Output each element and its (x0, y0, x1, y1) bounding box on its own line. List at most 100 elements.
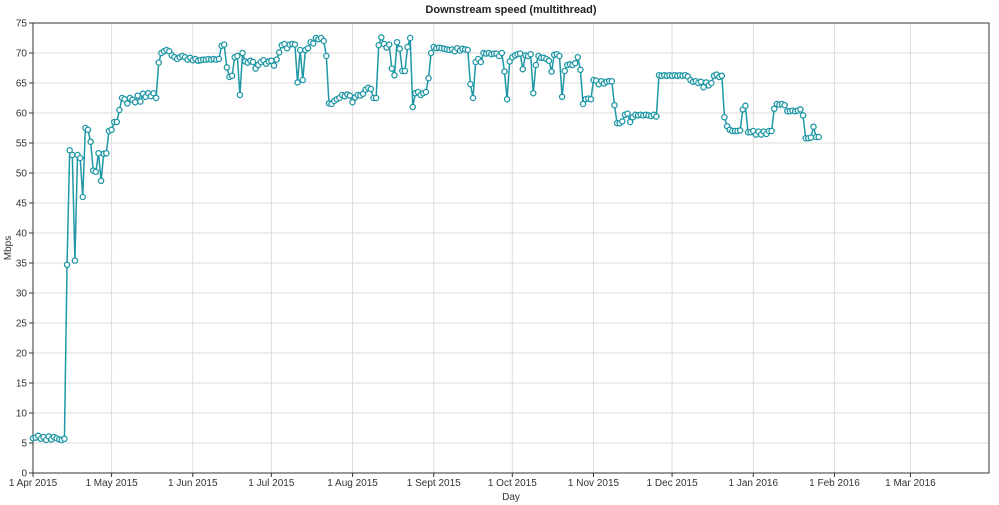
data-point (577, 66, 584, 74)
data-point (239, 49, 246, 57)
data-point (611, 101, 618, 109)
grid (32, 22, 989, 474)
data-point (152, 94, 160, 102)
y-tick-label: 70 (16, 49, 28, 60)
y-tick-label: 55 (16, 139, 28, 150)
x-axis-ticks: 1 Apr 2015 1 May 2015 1 Jun 2015 1 Jul 2015… (9, 473, 936, 489)
data-point (95, 149, 102, 157)
data-point (527, 50, 534, 58)
y-tick-label: 15 (16, 379, 28, 390)
data-point (770, 105, 778, 113)
data-point (736, 127, 744, 134)
data-points (29, 34, 823, 444)
data-point (63, 261, 71, 269)
data-point (87, 138, 94, 146)
data-point (61, 435, 68, 443)
data-point (215, 55, 223, 63)
data-point (427, 49, 435, 57)
data-point (103, 149, 110, 157)
data-point (223, 64, 231, 71)
data-point (409, 103, 417, 111)
data-point (296, 46, 304, 54)
x-tick-label: 1 Jun 2015 (168, 478, 218, 489)
data-point (721, 113, 728, 121)
data-point (815, 133, 823, 141)
data-point (320, 37, 327, 45)
data-point (385, 41, 393, 48)
data-point (742, 102, 749, 110)
data-point (137, 98, 144, 105)
data-point (116, 106, 123, 114)
data-point (425, 74, 432, 82)
x-tick-label: 1 Aug 2015 (327, 478, 378, 489)
data-point (558, 93, 566, 101)
y-tick-label: 20 (16, 349, 28, 360)
data-point (375, 41, 382, 49)
data-point (781, 101, 788, 109)
data-point (579, 100, 587, 108)
data-point (367, 85, 375, 93)
data-point (501, 68, 508, 75)
data-point (391, 71, 398, 79)
data-point (464, 46, 472, 54)
y-axis-ticks: 0 5 10 15 20 25 30 35 40 45 50 55 60 65 70 75 (16, 19, 33, 480)
data-point (626, 118, 634, 126)
x-tick-label: 1 Jan 2016 (729, 478, 779, 489)
data-point (608, 77, 616, 85)
x-tick-label: 1 Mar 2016 (885, 478, 936, 489)
y-tick-label: 75 (16, 19, 28, 30)
y-tick-label: 40 (16, 229, 28, 240)
data-point (150, 89, 157, 97)
data-point (571, 59, 579, 67)
x-axis-label: Day (502, 492, 520, 503)
data-point (71, 257, 79, 264)
data-point (406, 34, 414, 42)
data-point (304, 44, 312, 52)
y-tick-label: 60 (16, 109, 28, 120)
data-point (66, 146, 73, 154)
x-tick-label: 1 Feb 2016 (809, 478, 860, 489)
y-tick-label: 65 (16, 79, 28, 90)
y-tick-label: 50 (16, 169, 28, 180)
data-point (220, 41, 228, 48)
data-point (556, 52, 563, 60)
data-point (393, 38, 401, 46)
data-point (291, 41, 299, 48)
data-point (718, 72, 726, 80)
data-point (234, 52, 241, 60)
plot-area-frame (32, 22, 990, 474)
data-point (249, 58, 257, 66)
x-tick-label: 1 Dec 2015 (647, 478, 699, 489)
data-point (532, 61, 540, 69)
data-point (124, 100, 131, 107)
y-tick-label: 25 (16, 319, 28, 330)
data-point (422, 88, 430, 96)
data-point (270, 62, 278, 69)
data-point (228, 72, 236, 80)
data-point (530, 89, 537, 97)
data-point (131, 98, 139, 106)
data-point (294, 79, 301, 86)
data-point (498, 49, 506, 57)
data-point (810, 123, 817, 131)
x-tick-label: 1 Apr 2015 (9, 478, 58, 489)
data-point (236, 91, 244, 99)
data-point (708, 79, 715, 87)
data-point (113, 118, 121, 126)
data-point (519, 65, 527, 73)
data-point (84, 126, 92, 134)
data-point (624, 110, 631, 117)
data-point (69, 151, 76, 159)
data-point (697, 78, 705, 86)
data-point (108, 126, 115, 134)
data-point (401, 67, 409, 75)
data-point (323, 52, 330, 60)
data-point (346, 92, 354, 99)
data-point (404, 43, 411, 51)
data-point (372, 94, 380, 102)
data-point (574, 53, 582, 61)
data-point (275, 49, 283, 56)
y-tick-label: 35 (16, 259, 28, 270)
data-point (378, 34, 385, 41)
